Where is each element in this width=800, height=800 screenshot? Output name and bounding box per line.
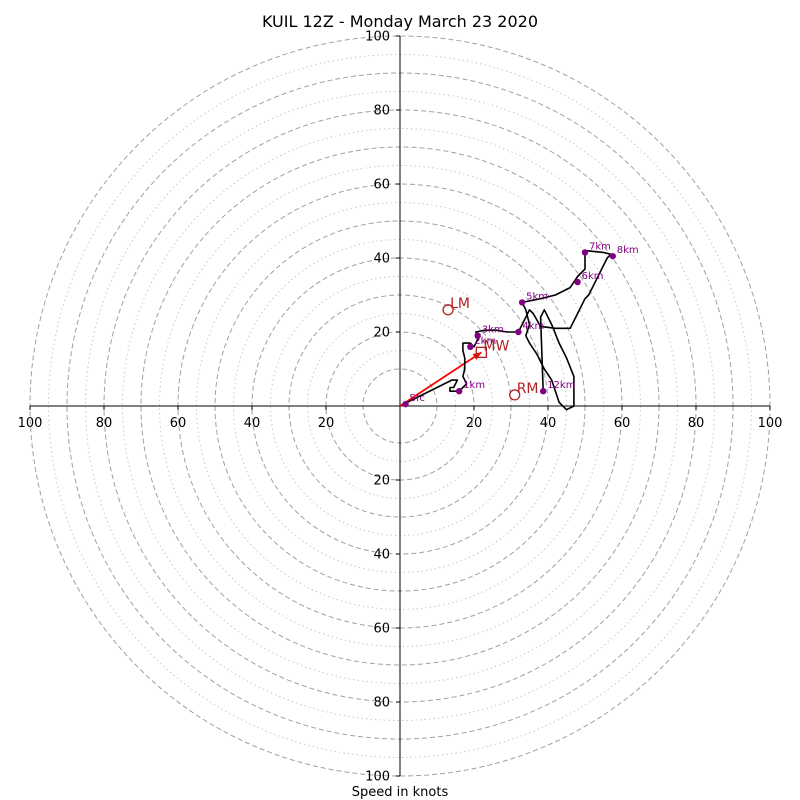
height-label-5km: 5km (526, 291, 548, 302)
height-marker-1km (456, 388, 463, 395)
height-marker-4km (515, 328, 522, 336)
storm-motion-label-mw: MW (483, 338, 509, 354)
x-tick-label: 20 (466, 416, 483, 431)
x-tick-label: 80 (96, 416, 113, 431)
x-tick-label: 40 (540, 416, 557, 431)
height-label-12km: 12km (547, 380, 575, 391)
height-marker-7km (581, 249, 589, 256)
tick-labels: 100 80 60 40 20 20 40 60 80 100 20 40 60 80 100 20 40 60 8… (18, 30, 783, 785)
storm-motion-marker-rm (509, 389, 521, 401)
height-label-4km: 4km (522, 321, 544, 332)
height-label-3km: 3km (482, 325, 504, 336)
x-tick-label: 60 (614, 416, 631, 431)
hodograph-trace (407, 249, 612, 411)
height-marker-12km (539, 388, 547, 395)
storm-motion-marker-lm (442, 304, 454, 316)
x-tick-label: 80 (688, 416, 705, 431)
x-tick-label: 100 (18, 416, 43, 431)
x-tick-label: 60 (170, 416, 187, 431)
height-marker-3km (474, 332, 481, 339)
y-tick-label: 100 (365, 30, 390, 45)
y-tick-label: 80 (373, 104, 390, 119)
height-label-2km: 2km (474, 336, 496, 347)
chart-title: KUIL 12Z - Monday March 23 2020 (262, 12, 538, 31)
y-tick-label: 60 (373, 622, 390, 637)
y-tick-label: 40 (373, 548, 390, 563)
shear-vector-line (399, 351, 482, 407)
height-label-6km: 6km (582, 271, 604, 282)
storm-motion-markers: LM RM MW (442, 296, 539, 401)
storm-motion-marker-mw (475, 346, 488, 359)
x-axis-label: Speed in knots (352, 785, 449, 800)
height-label-1km: 1km (463, 380, 485, 391)
height-marker-5km (518, 299, 526, 306)
y-tick-label: 80 (373, 696, 390, 711)
height-label-sfc: Sfc (410, 393, 425, 404)
x-tick-label: 20 (318, 416, 335, 431)
height-marker-6km (574, 278, 581, 286)
storm-motion-label-rm: RM (517, 381, 539, 397)
y-tick-label: 100 (365, 770, 390, 785)
height-marker-sfc (402, 400, 409, 408)
y-tick-label: 20 (373, 474, 390, 489)
height-marker-2km (467, 343, 474, 350)
y-tick-label: 60 (373, 178, 390, 193)
storm-motion-label-lm: LM (450, 296, 470, 312)
height-label-7km: 7km (589, 241, 611, 252)
y-tick-label: 40 (373, 252, 390, 267)
height-marker-8km (609, 252, 616, 260)
y-tick-label: 20 (373, 326, 390, 341)
x-tick-label: 40 (244, 416, 261, 431)
x-tick-label: 100 (758, 416, 783, 431)
height-label-8km: 8km (617, 245, 639, 256)
